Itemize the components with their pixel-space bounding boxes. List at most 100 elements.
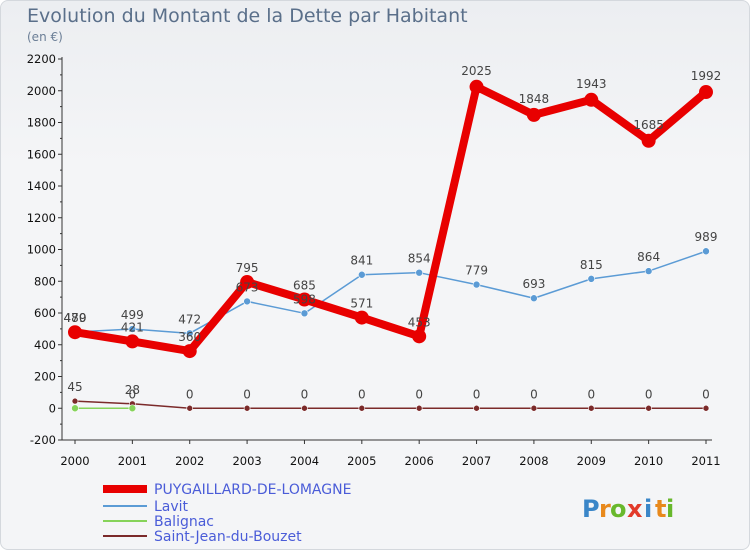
chart-title: Evolution du Montant de la Dette par Hab… xyxy=(27,5,468,27)
data-point xyxy=(240,275,255,290)
legend-label: Balignac xyxy=(154,514,214,530)
data-label: 1848 xyxy=(519,92,550,106)
data-label: 815 xyxy=(580,258,603,272)
logo-letter: x xyxy=(627,495,643,523)
data-label: 673 xyxy=(236,280,259,294)
data-label: 1685 xyxy=(633,118,664,132)
data-point xyxy=(182,344,197,359)
x-tick-label: 2007 xyxy=(462,454,491,468)
data-label: 989 xyxy=(695,230,718,244)
data-label: 0 xyxy=(702,387,710,401)
axes: -200020040060080010001200140016001800200… xyxy=(27,52,721,468)
data-label: 45 xyxy=(67,380,82,394)
data-point xyxy=(358,404,366,412)
series-puygaillard-de-lomagne xyxy=(68,79,713,359)
series-line xyxy=(74,250,707,335)
data-label: 779 xyxy=(465,264,488,278)
data-point xyxy=(412,329,427,344)
legend-item: Balignac xyxy=(103,514,214,530)
data-label: 499 xyxy=(121,308,144,322)
y-tick-label: -200 xyxy=(30,433,56,447)
data-point xyxy=(473,404,480,412)
x-tick-label: 2008 xyxy=(519,454,548,468)
data-point xyxy=(702,247,710,256)
data-label: 28 xyxy=(125,383,140,397)
data-label: 795 xyxy=(236,261,259,275)
legend-item: Saint-Jean-du-Bouzet xyxy=(103,529,302,545)
logo-letter: r xyxy=(599,495,611,523)
x-tick-label: 2002 xyxy=(175,454,204,468)
series-line xyxy=(74,400,707,409)
data-point xyxy=(71,404,79,413)
data-point xyxy=(702,404,710,412)
legend-item: Lavit xyxy=(103,499,189,515)
data-point xyxy=(300,309,309,318)
data-point xyxy=(301,404,308,412)
data-label: 0 xyxy=(415,387,423,401)
data-label: 0 xyxy=(587,387,595,401)
y-tick-label: 600 xyxy=(34,306,56,320)
data-point xyxy=(128,325,137,333)
chart-unit-label: (en €) xyxy=(27,30,63,44)
data-point xyxy=(587,275,596,283)
data-point xyxy=(243,297,251,306)
y-tick-label: 1800 xyxy=(27,116,56,130)
data-point xyxy=(415,404,423,412)
logo-letter: P xyxy=(582,495,600,523)
data-label: 0 xyxy=(301,387,309,401)
y-tick-label: 400 xyxy=(34,338,56,352)
data-label: 854 xyxy=(408,252,431,266)
data-point xyxy=(71,397,79,405)
data-label: 2025 xyxy=(461,64,492,78)
data-label: 0 xyxy=(645,387,653,401)
legend: PUYGAILLARD-DE-LOMAGNELavitBalignacSaint… xyxy=(103,482,351,545)
data-point xyxy=(587,404,595,412)
x-tick-label: 2000 xyxy=(60,454,89,468)
data-point xyxy=(354,310,369,325)
y-tick-label: 1600 xyxy=(27,147,56,161)
data-point xyxy=(186,404,194,412)
data-point xyxy=(472,280,481,289)
data-point xyxy=(644,267,653,275)
x-tick-label: 2011 xyxy=(691,454,720,468)
y-tick-label: 2000 xyxy=(27,84,56,98)
y-tick-label: 800 xyxy=(34,274,56,288)
series-line xyxy=(71,82,710,356)
x-tick-label: 2004 xyxy=(290,454,319,468)
data-point xyxy=(699,85,713,100)
data-point xyxy=(68,325,82,340)
logo-letter: i xyxy=(644,495,652,523)
y-tick-label: 200 xyxy=(34,370,56,384)
data-label: 0 xyxy=(473,387,481,401)
legend-label: PUYGAILLARD-DE-LOMAGNE xyxy=(154,482,351,498)
series-balignac xyxy=(71,404,137,413)
data-point xyxy=(358,270,366,279)
legend-item: PUYGAILLARD-DE-LOMAGNE xyxy=(103,482,351,498)
x-tick-label: 2005 xyxy=(347,454,376,468)
data-point xyxy=(243,404,251,412)
y-tick-label: 1000 xyxy=(27,243,56,257)
data-label: 0 xyxy=(530,387,538,401)
data-label: 479 xyxy=(64,311,87,325)
data-point xyxy=(641,133,656,148)
y-tick-label: 0 xyxy=(49,401,56,415)
data-label: 693 xyxy=(522,277,545,291)
data-point xyxy=(128,404,137,413)
data-point xyxy=(469,79,484,94)
data-label: 453 xyxy=(408,315,431,329)
data-label: 571 xyxy=(350,297,373,311)
series-layer xyxy=(68,79,713,413)
data-label: 0 xyxy=(243,387,251,401)
data-point xyxy=(185,329,194,338)
data-point xyxy=(526,107,541,122)
data-label: 0 xyxy=(358,387,366,401)
data-point xyxy=(415,268,423,277)
data-point xyxy=(125,334,140,349)
legend-label: Saint-Jean-du-Bouzet xyxy=(154,529,302,545)
data-label: 841 xyxy=(350,254,373,268)
data-point xyxy=(530,404,538,412)
data-label: 0 xyxy=(186,387,194,401)
